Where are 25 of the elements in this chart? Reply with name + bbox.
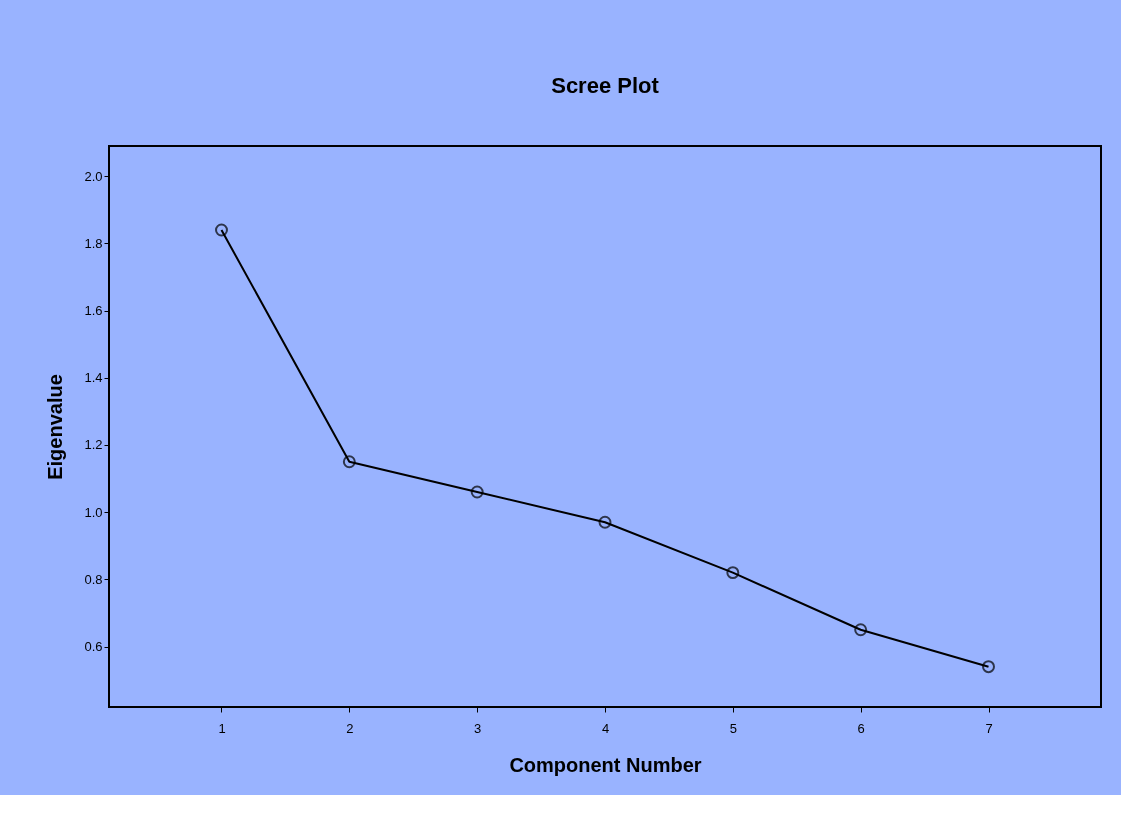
- point: [982, 660, 995, 674]
- point: [598, 515, 612, 529]
- x-tick-label: 7: [985, 720, 993, 736]
- y-tick-label: 1.0: [84, 504, 103, 520]
- point: [470, 485, 484, 499]
- y-tick-label: 1.4: [84, 370, 103, 386]
- y-tick-label: 0.6: [84, 639, 103, 655]
- y-tick-label: 1.2: [84, 437, 103, 453]
- x-tick-label: 3: [474, 720, 482, 736]
- chart-title: Scree Plot: [551, 73, 660, 98]
- y-tick-label: 0.8: [84, 571, 103, 587]
- x-tick-label: 2: [346, 720, 354, 736]
- y-axis-title: Eigenvalue: [44, 374, 67, 480]
- point: [726, 566, 740, 580]
- point: [215, 223, 228, 237]
- x-tick-label: 6: [857, 720, 865, 736]
- y-tick-label: 1.6: [84, 303, 103, 319]
- x-tick-label: 1: [218, 720, 226, 736]
- x-tick-label: 4: [601, 720, 610, 736]
- point: [854, 623, 868, 637]
- x-axis-title: Component Number: [509, 753, 702, 776]
- y-tick-label: 1.8: [84, 235, 103, 251]
- y-tick-label: 2.0: [84, 168, 103, 184]
- point: [342, 455, 356, 469]
- x-tick-label: 5: [729, 720, 737, 736]
